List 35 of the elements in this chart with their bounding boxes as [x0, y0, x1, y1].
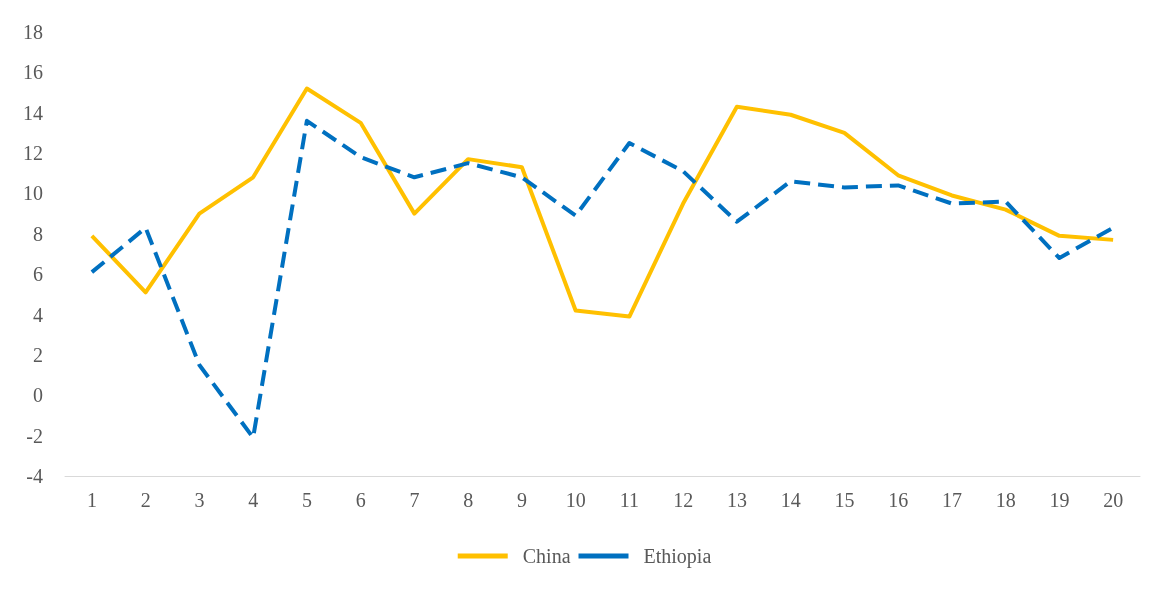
x-tick-label: 1 — [86, 489, 97, 511]
x-tick-label: 20 — [1103, 489, 1124, 511]
y-tick-label: 2 — [33, 343, 43, 366]
y-tick-label: 8 — [33, 222, 43, 245]
x-tick-label: 3 — [194, 489, 205, 511]
line-series — [89, 86, 1116, 319]
y-tick-label: 14 — [23, 101, 43, 124]
x-tick-label: 2 — [140, 489, 151, 511]
x-tick-label: 11 — [619, 489, 640, 511]
y-tick-label: 6 — [33, 263, 43, 286]
x-tick-label: 6 — [355, 489, 366, 511]
x-tick-label: 7 — [409, 489, 420, 511]
x-tick-label: 15 — [834, 489, 855, 511]
legend-label: China — [522, 545, 571, 567]
y-tick-label: 4 — [33, 303, 43, 326]
x-tick-label: 10 — [565, 489, 586, 511]
x-tick-label: 18 — [995, 489, 1016, 511]
x-tick-label: 12 — [673, 489, 694, 511]
x-tick-label: 9 — [516, 489, 527, 511]
y-tick-label: 18 — [23, 21, 43, 43]
x-tick-label: 5 — [301, 489, 312, 511]
x-tick-label: 8 — [463, 489, 474, 511]
x-tick-label: 17 — [941, 489, 962, 511]
legend-label: Ethiopia — [643, 545, 712, 568]
x-tick-label: 16 — [888, 489, 909, 511]
y-tick-label: 0 — [33, 384, 43, 407]
y-tick-label: -2 — [26, 424, 43, 447]
y-tick-label: -4 — [26, 465, 43, 487]
x-tick-label: 19 — [1049, 489, 1070, 511]
x-tick-label: 13 — [726, 489, 747, 511]
x-tick-label: 4 — [248, 489, 259, 511]
y-tick-label: 12 — [23, 142, 43, 165]
y-tick-label: 10 — [23, 182, 43, 205]
x-tick-label: 14 — [780, 489, 801, 511]
y-tick-label: 16 — [23, 61, 43, 84]
